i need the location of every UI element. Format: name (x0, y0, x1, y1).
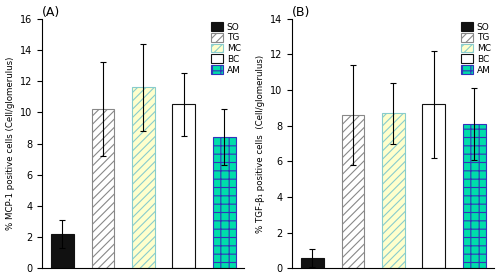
Bar (92, 109, 114, 269)
Text: (B): (B) (292, 6, 310, 18)
Y-axis label: % MCP-1 positive cells (Cell/glomerulus): % MCP-1 positive cells (Cell/glomerulus) (6, 57, 15, 230)
Text: (A): (A) (42, 6, 60, 18)
Bar (342, 115, 364, 269)
Y-axis label: % TGF-β₁ positive cells  (Cell/glomerulus): % TGF-β₁ positive cells (Cell/glomerulus… (256, 54, 264, 233)
Legend: SO, TG, MC, BC, AM: SO, TG, MC, BC, AM (459, 20, 492, 76)
Bar (301, 258, 324, 269)
Bar (51, 234, 74, 269)
Bar (463, 124, 485, 269)
Bar (132, 87, 154, 269)
Bar (422, 104, 445, 269)
Bar (172, 104, 195, 269)
Legend: SO, TG, MC, BC, AM: SO, TG, MC, BC, AM (209, 20, 242, 76)
Bar (213, 137, 236, 269)
Bar (382, 113, 404, 269)
